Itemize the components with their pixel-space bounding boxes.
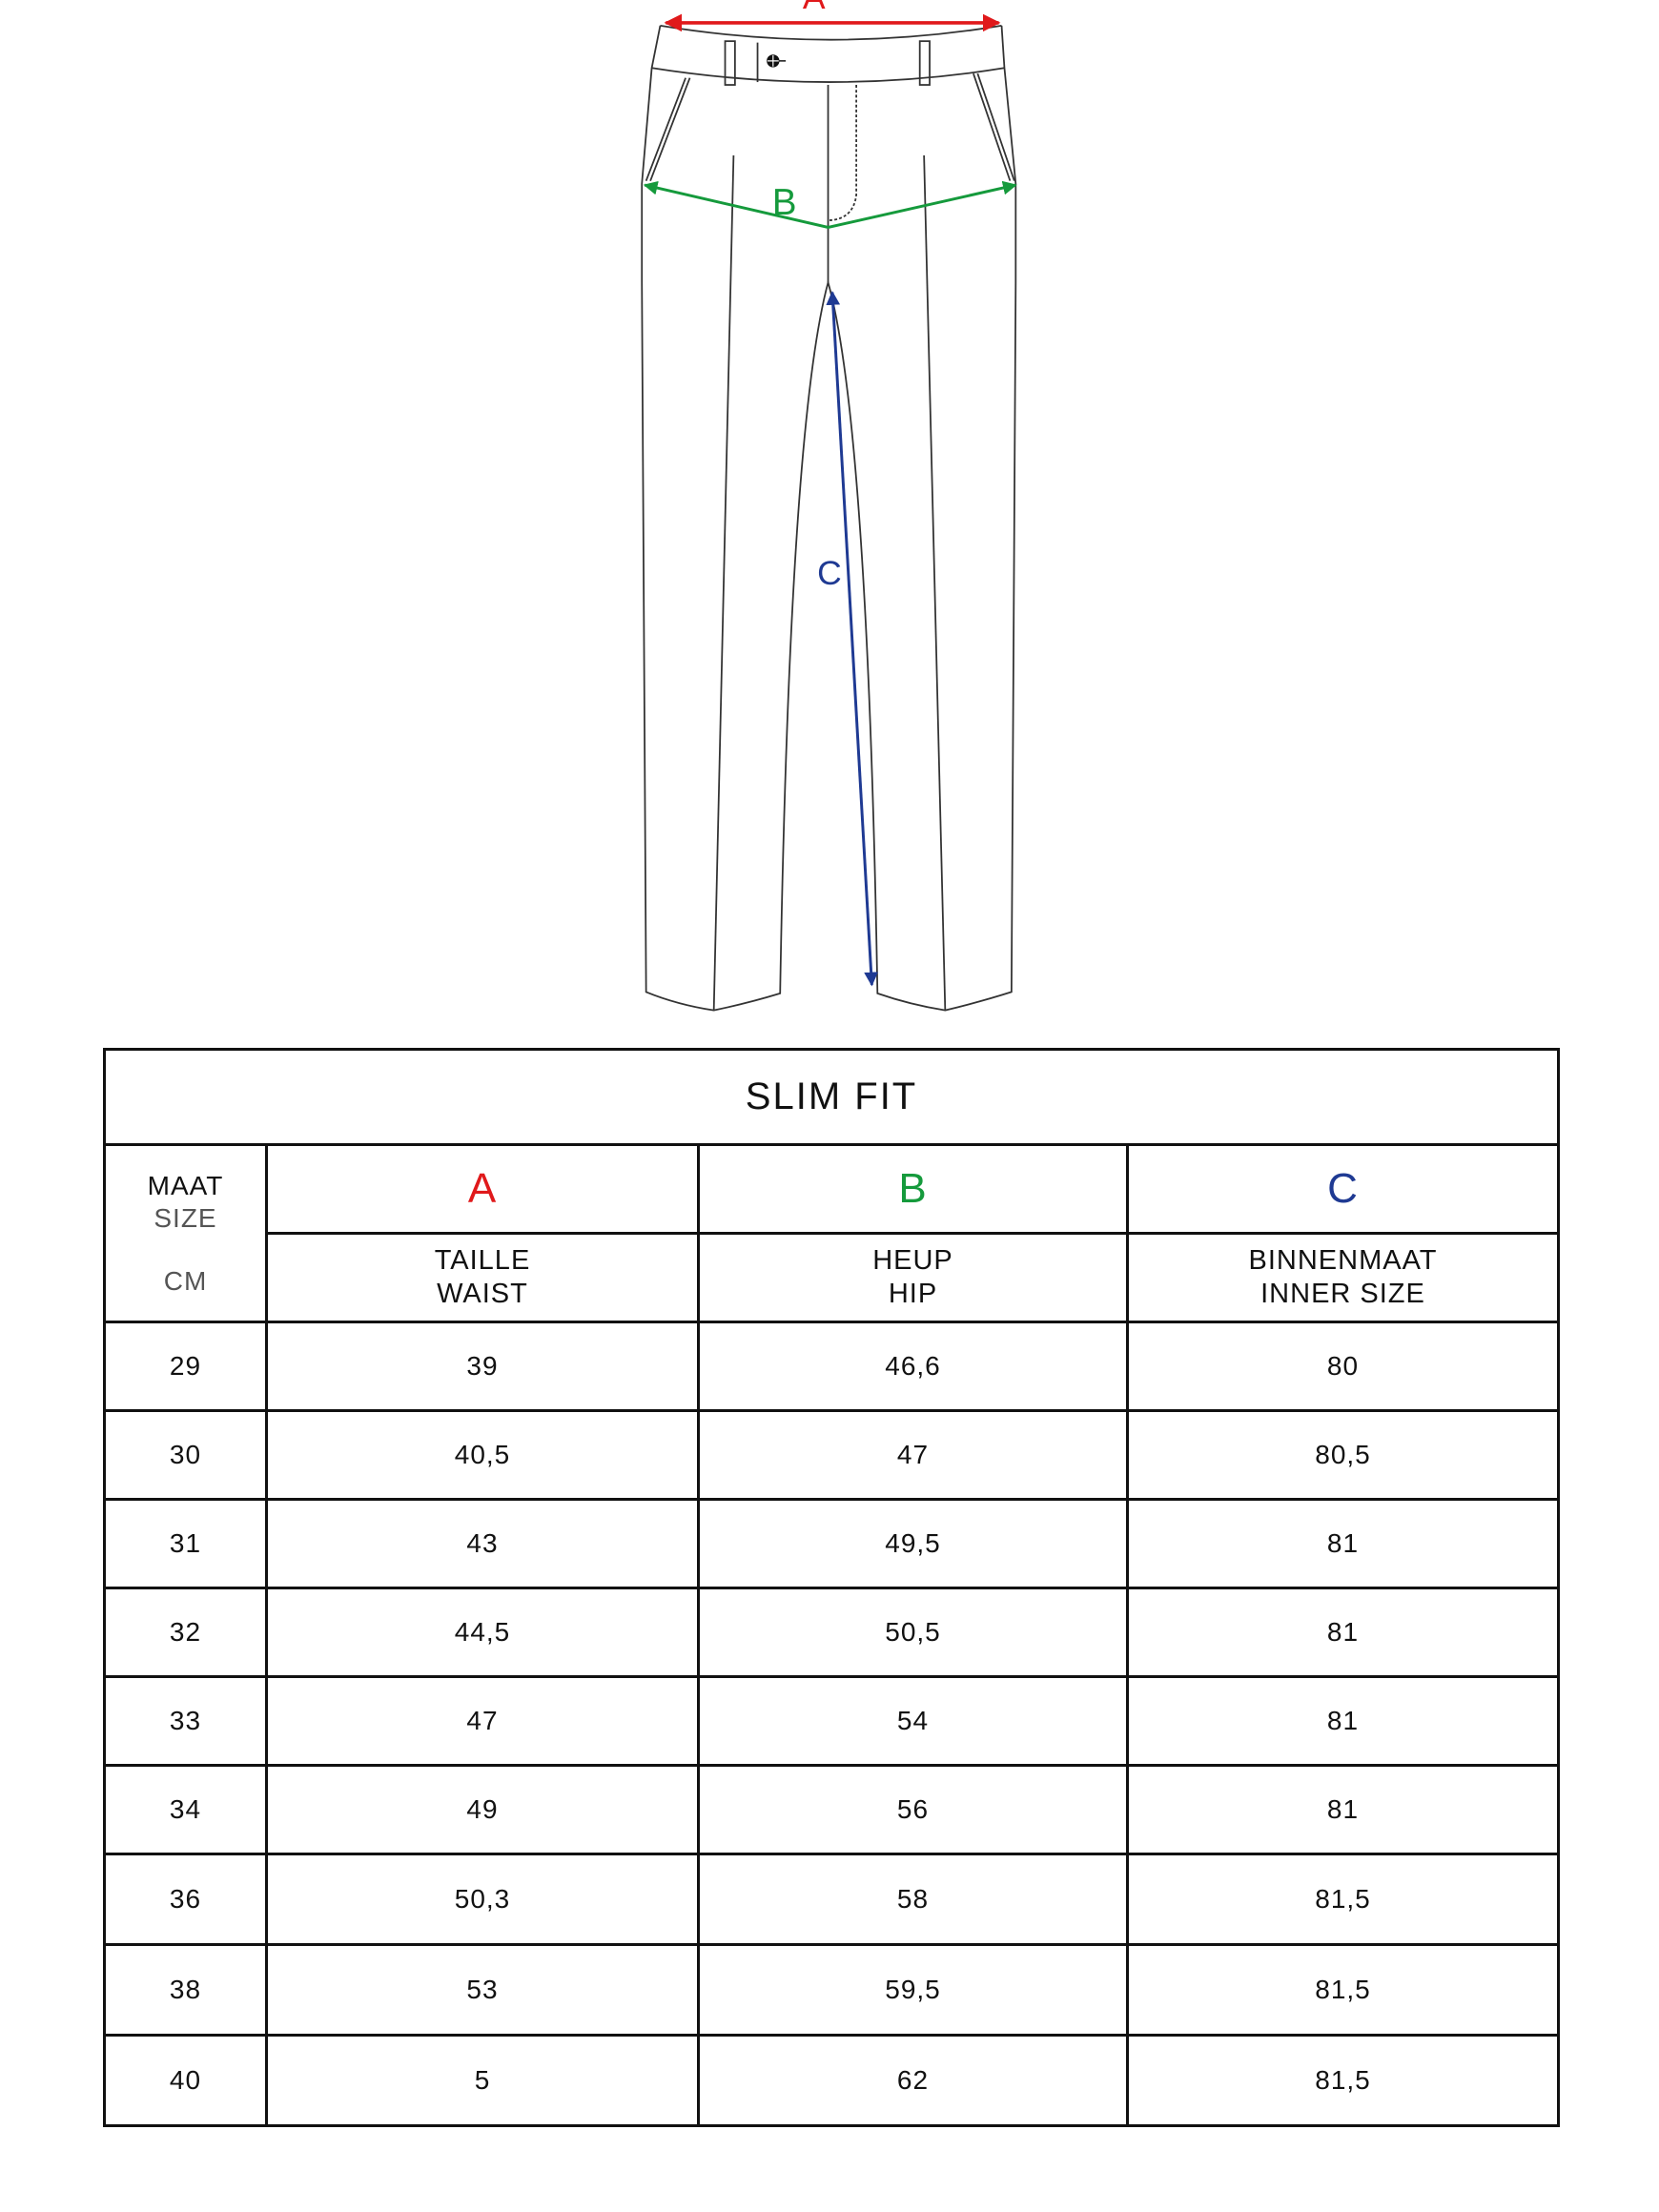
inner-size-cell: 81 [1125, 1764, 1561, 1855]
hip-cell: 50,5 [697, 1587, 1129, 1678]
waist-label: A [803, 0, 826, 16]
column-letter-a: A [265, 1143, 700, 1235]
inner-size-cell: 81,5 [1125, 2034, 1561, 2127]
hip-cell: 46,6 [697, 1321, 1129, 1412]
size-cell: 40 [103, 2034, 268, 2127]
hip-arrow [643, 180, 1017, 229]
table-row: 29 39 46,6 80 [103, 1321, 1561, 1412]
header-nl: HEUP [872, 1245, 953, 1276]
size-cell: 33 [103, 1675, 268, 1767]
table-row: 34 49 56 81 [103, 1764, 1561, 1855]
button-icon [767, 54, 787, 68]
table-row: 33 47 54 81 [103, 1675, 1561, 1767]
hip-cell: 56 [697, 1764, 1129, 1855]
size-cell: 34 [103, 1764, 268, 1855]
size-cell: 32 [103, 1587, 268, 1678]
table-row: 36 50,3 58 81,5 [103, 1853, 1561, 1946]
header-en: WAIST [437, 1279, 528, 1309]
column-letter-b: B [697, 1143, 1129, 1235]
size-cell: 31 [103, 1498, 268, 1589]
size-cell: 30 [103, 1409, 268, 1501]
size-header: MAAT SIZE CM [103, 1143, 268, 1323]
trousers-measurement-diagram: A B C [641, 0, 1017, 1012]
inner-size-cell: 81 [1125, 1587, 1561, 1678]
size-cell: 29 [103, 1321, 268, 1412]
column-header-waist: TAILLE WAIST [265, 1232, 700, 1323]
table-row: 31 43 49,5 81 [103, 1498, 1561, 1589]
inner-size-cell: 81,5 [1125, 1853, 1561, 1946]
inner-size-cell: 80,5 [1125, 1409, 1561, 1501]
waist-cell: 44,5 [265, 1587, 700, 1678]
header-en: HIP [888, 1279, 938, 1309]
inner-size-cell: 81 [1125, 1675, 1561, 1767]
inner-size-cell: 81 [1125, 1498, 1561, 1589]
hip-cell: 59,5 [697, 1943, 1129, 2037]
inner-size-cell: 80 [1125, 1321, 1561, 1412]
waist-cell: 50,3 [265, 1853, 700, 1946]
table-row: 30 40,5 47 80,5 [103, 1409, 1561, 1501]
header-nl: TAILLE [434, 1245, 531, 1276]
size-chart-table: SLIM FIT MAAT SIZE CM A B C TAILLE WAIST … [102, 1048, 1561, 2127]
size-header-nl: MAAT [147, 1170, 224, 1200]
trousers-outline [641, 25, 1017, 1012]
hip-cell: 49,5 [697, 1498, 1129, 1589]
waist-cell: 47 [265, 1675, 700, 1767]
column-header-hip: HEUP HIP [697, 1232, 1129, 1323]
size-cell: 36 [103, 1853, 268, 1946]
size-header-unit: CM [163, 1265, 208, 1296]
waist-cell: 40,5 [265, 1409, 700, 1501]
table-row: 40 5 62 81,5 [103, 2034, 1561, 2127]
hip-cell: 58 [697, 1853, 1129, 1946]
column-header-inner-size: BINNENMAAT INNER SIZE [1125, 1232, 1561, 1323]
inseam-arrow [826, 291, 879, 987]
header-en: INNER SIZE [1260, 1279, 1425, 1309]
waist-cell: 53 [265, 1943, 700, 2037]
size-cell: 38 [103, 1943, 268, 2037]
waist-cell: 43 [265, 1498, 700, 1589]
inner-size-cell: 81,5 [1125, 1943, 1561, 2037]
table-row: 38 53 59,5 81,5 [103, 1943, 1561, 2037]
waist-cell: 39 [265, 1321, 700, 1412]
waist-cell: 49 [265, 1764, 700, 1855]
waist-cell: 5 [265, 2034, 700, 2127]
hip-cell: 47 [697, 1409, 1129, 1501]
header-nl: BINNENMAAT [1248, 1245, 1438, 1276]
hip-cell: 54 [697, 1675, 1129, 1767]
table-title: SLIM FIT [102, 1048, 1561, 1146]
table-row: 32 44,5 50,5 81 [103, 1587, 1561, 1678]
hip-label: B [772, 182, 797, 223]
inseam-label: C [817, 554, 842, 592]
hip-cell: 62 [697, 2034, 1129, 2127]
size-header-en: SIZE [154, 1202, 217, 1233]
column-letter-c: C [1125, 1143, 1561, 1235]
